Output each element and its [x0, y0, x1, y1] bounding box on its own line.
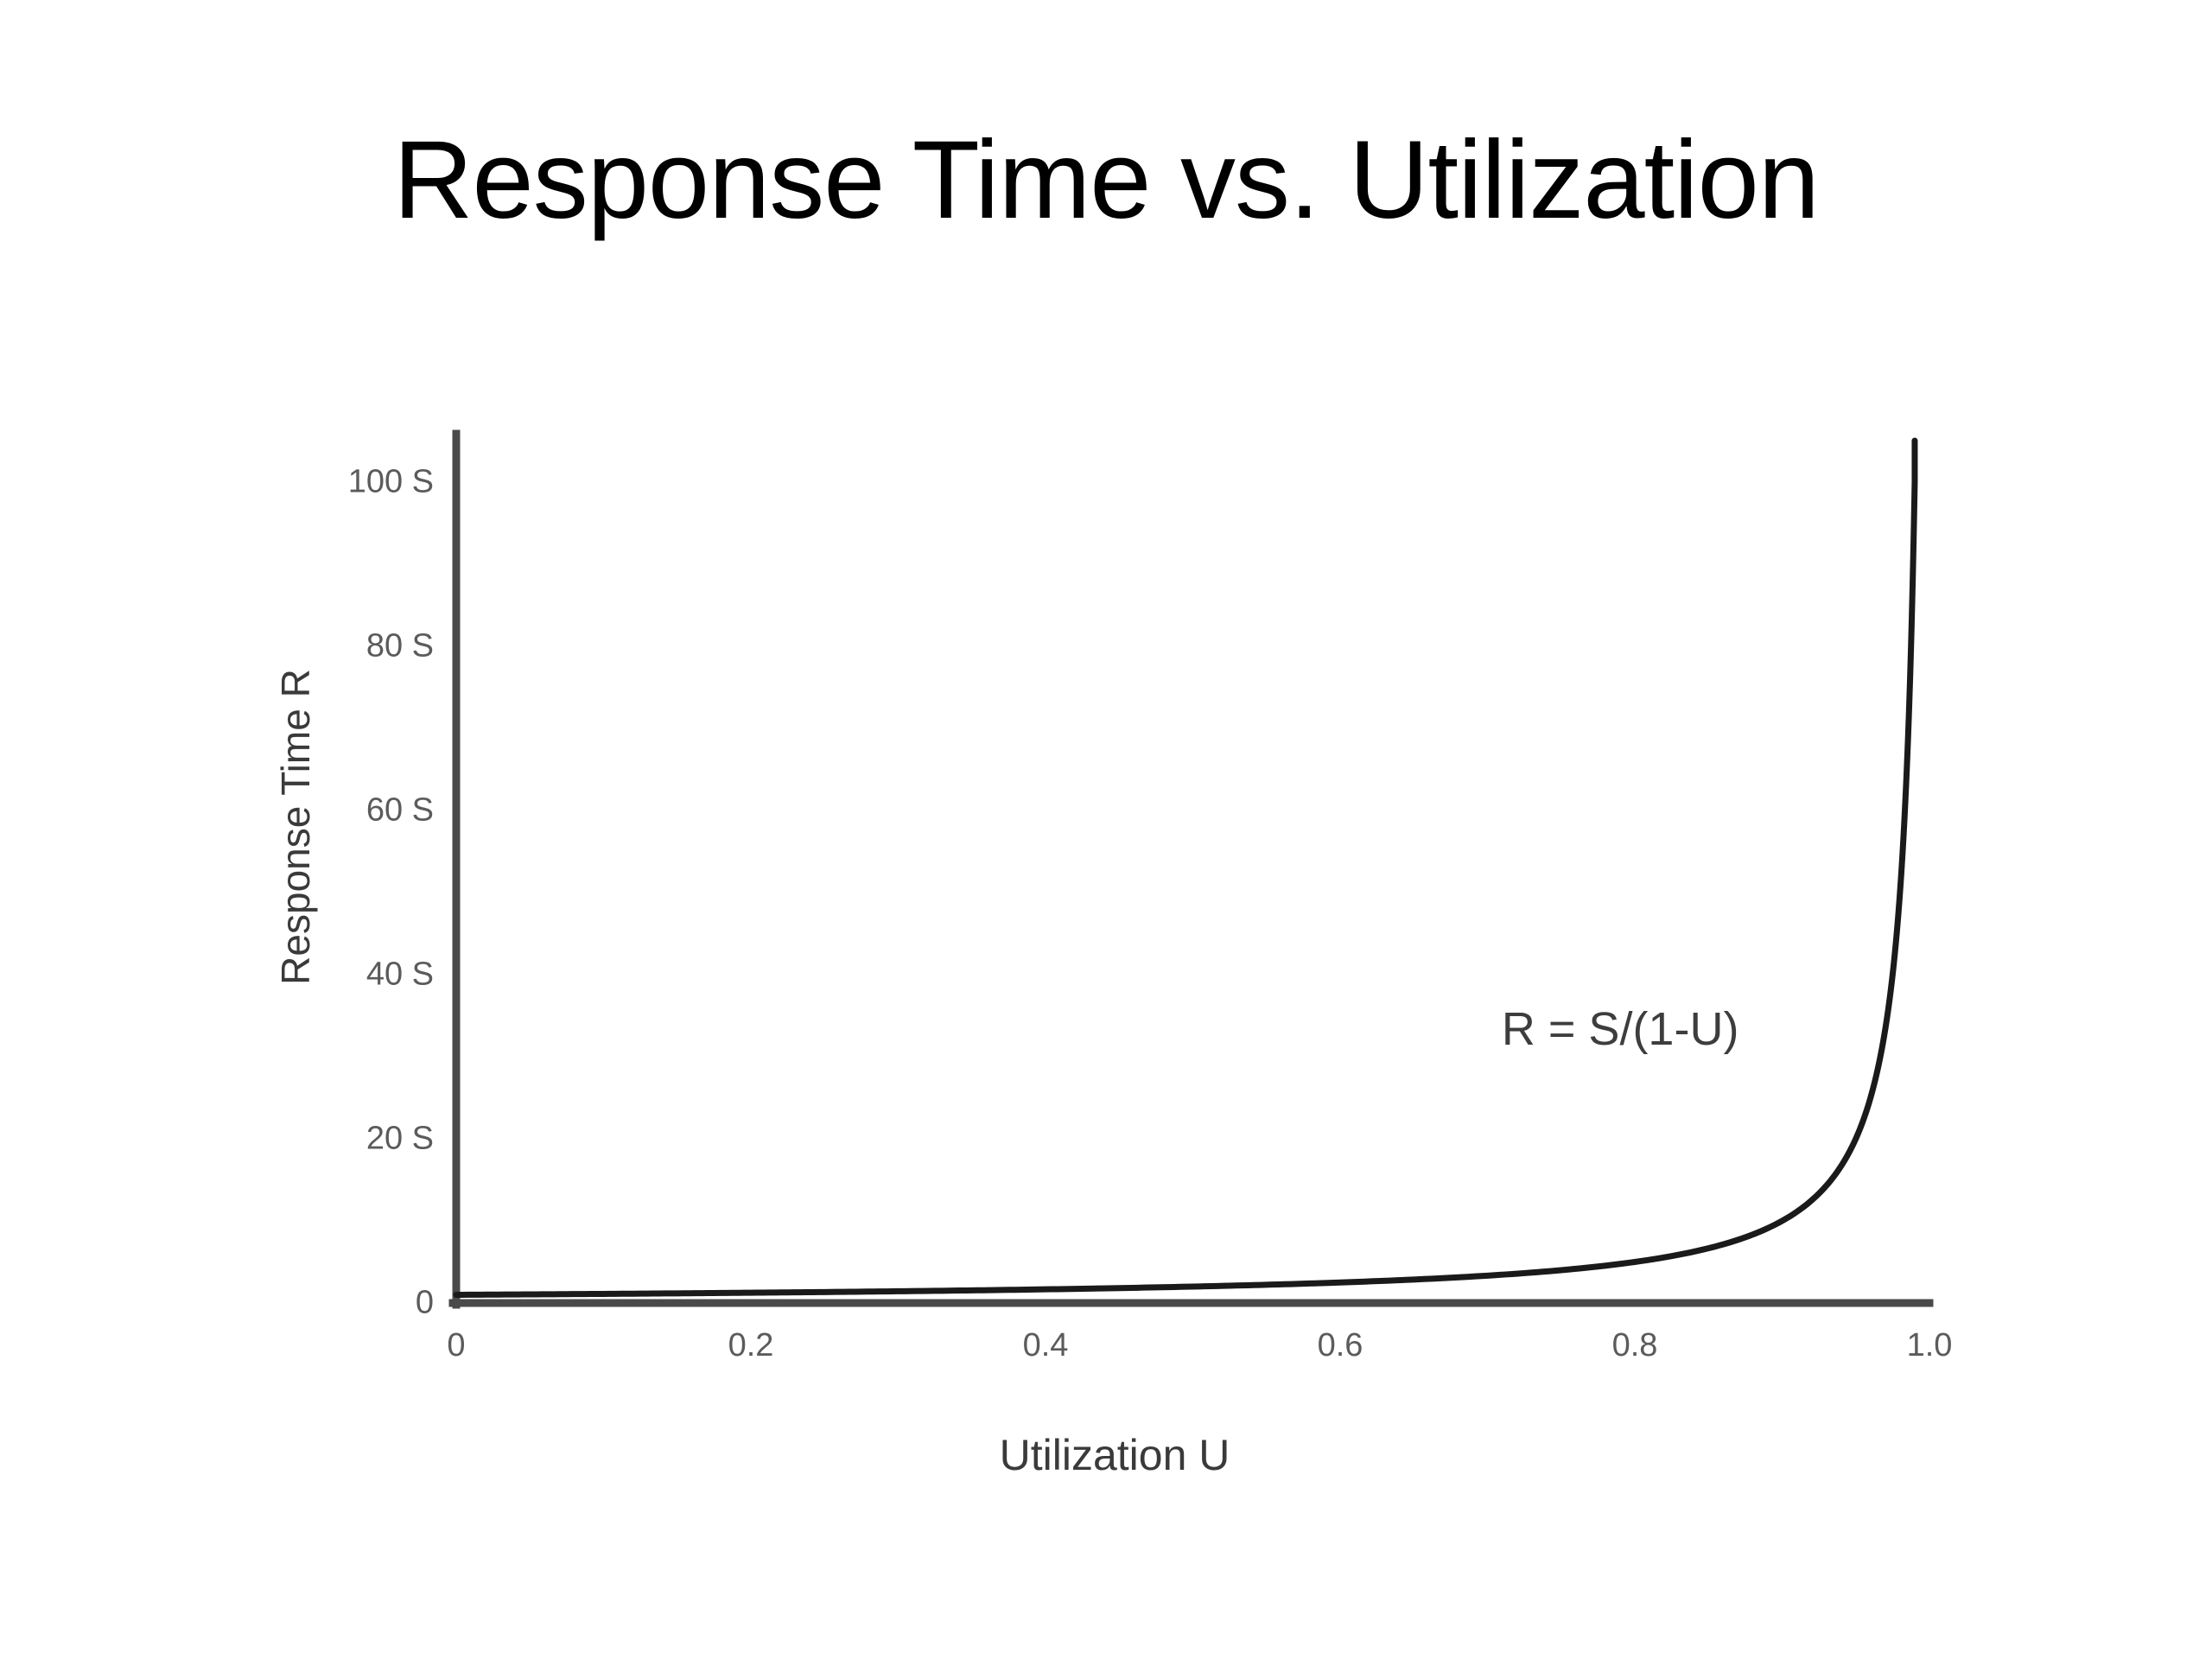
response-time-curve: [453, 437, 1918, 1298]
page-title: Response Time vs. Utilization: [393, 118, 1820, 242]
x-tick-label: 0.2: [728, 1327, 774, 1363]
x-tick-label: 0.8: [1611, 1327, 1658, 1363]
plot-area: [448, 429, 1934, 1309]
y-tick-label: 40 S: [365, 956, 434, 993]
x-tick-label: 0.4: [1022, 1327, 1069, 1363]
y-tick-label: 60 S: [365, 791, 434, 829]
y-tick-label: 80 S: [365, 627, 434, 664]
x-tick-label: 0.6: [1317, 1327, 1363, 1363]
y-tick-label: 20 S: [365, 1120, 434, 1157]
x-tick-label: 1.0: [1906, 1327, 1953, 1363]
y-tick-label: 100 S: [347, 463, 434, 500]
equation-annotation: R = S/(1-U): [1501, 1003, 1739, 1056]
x-tick-label: 0: [447, 1327, 466, 1363]
x-axis-title: Utilization U: [999, 1431, 1230, 1479]
y-tick-label: 0: [415, 1284, 434, 1321]
